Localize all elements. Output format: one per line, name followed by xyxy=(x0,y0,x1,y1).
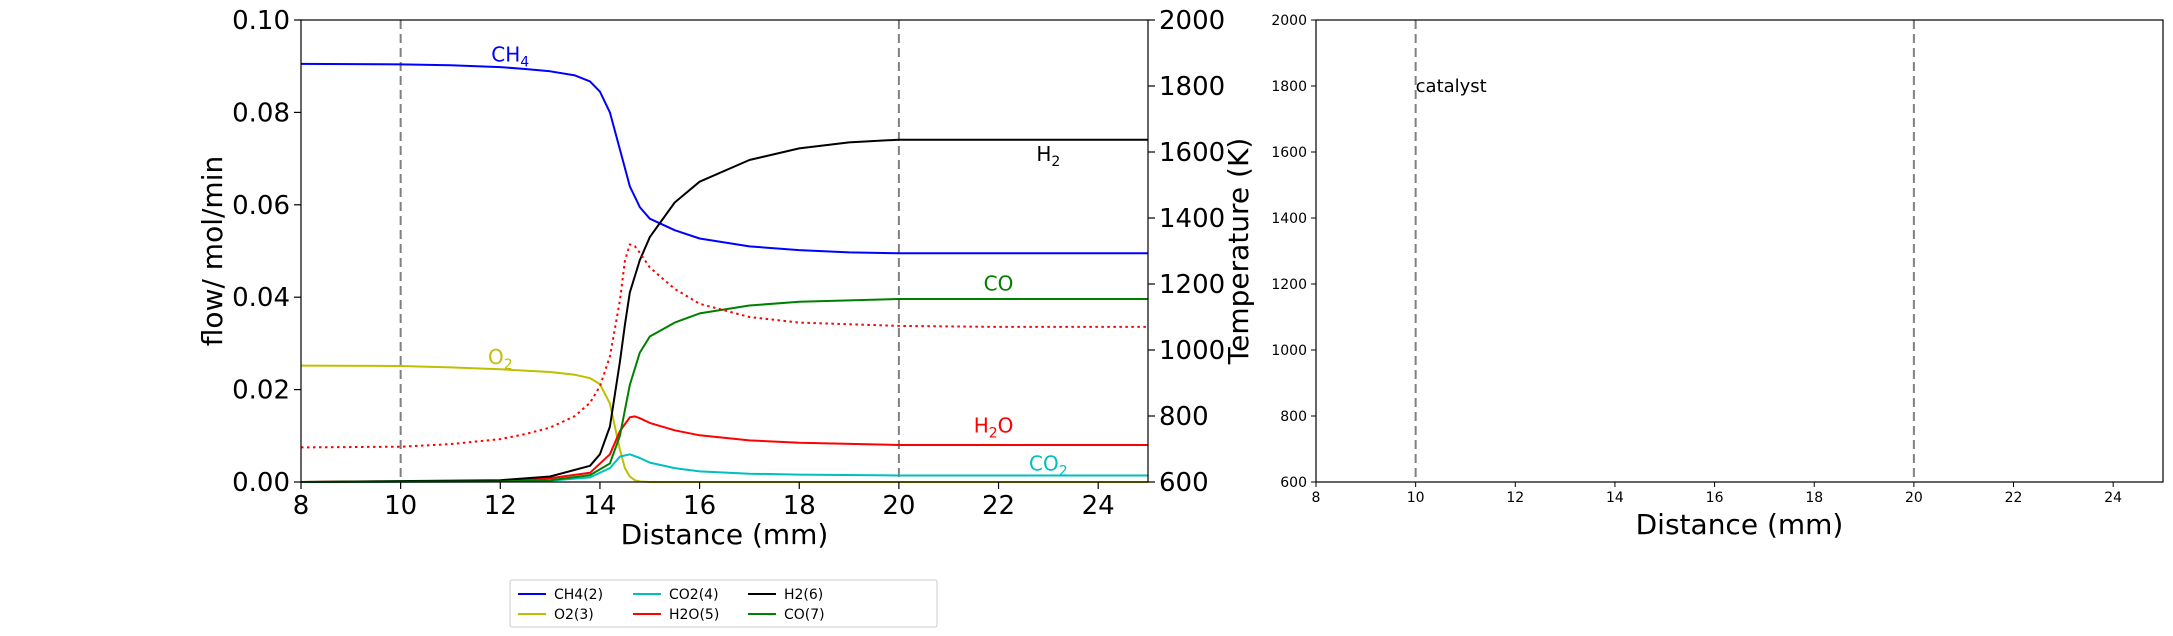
species-label: H2 xyxy=(1036,142,1060,170)
plot-frame xyxy=(1315,19,2164,483)
y-tick-label: 1000 xyxy=(1271,343,1307,359)
series-line-temperature xyxy=(300,243,1148,449)
y-tick-label: 800 xyxy=(1280,409,1307,425)
x-tick-label: 20 xyxy=(1905,490,1923,506)
legend-label: O2(3) xyxy=(554,607,594,623)
species-label: CO xyxy=(984,271,1014,295)
y-tick-label: 2000 xyxy=(1271,13,1307,29)
x-tick-label: 8 xyxy=(1312,490,1321,506)
y-tick-label: 600 xyxy=(1280,475,1307,491)
series-line-co xyxy=(300,298,1148,483)
y-tick-label: 1200 xyxy=(1271,277,1307,293)
species-label: CH4 xyxy=(491,43,529,71)
x-tick-label: 14 xyxy=(1606,490,1624,506)
x-axis-label: Distance (mm) xyxy=(621,518,829,551)
legend-label: H2(6) xyxy=(784,587,823,603)
y2-tick-label: 1000 xyxy=(1159,336,1225,366)
y2-tick-label: 1200 xyxy=(1159,270,1225,300)
x-tick-label: 20 xyxy=(882,491,915,521)
y2-tick-label: 2000 xyxy=(1159,6,1225,36)
y-tick-label: 1800 xyxy=(1271,79,1307,95)
x-tick-label: 16 xyxy=(683,491,716,521)
species-label: CO2 xyxy=(1029,451,1068,479)
y-tick-label: 0.08 xyxy=(232,98,290,128)
x-tick-label: 22 xyxy=(2005,490,2023,506)
species-label: O2 xyxy=(488,345,513,373)
y-tick-label: 0.10 xyxy=(232,6,290,36)
x-tick-label: 18 xyxy=(783,491,816,521)
y2-tick-label: 1600 xyxy=(1159,138,1225,168)
y2-axis-label: Temperature (K) xyxy=(1222,138,1255,365)
series-line-ch4 xyxy=(300,62,1148,255)
y2-tick-label: 1400 xyxy=(1159,204,1225,234)
series-line-o2 xyxy=(300,364,1148,483)
x-tick-label: 24 xyxy=(2104,490,2122,506)
y-tick-label: 0.00 xyxy=(232,468,290,498)
y2-tick-label: 800 xyxy=(1159,402,1209,432)
series-line-h2 xyxy=(300,138,1148,483)
x-tick-label: 12 xyxy=(484,491,517,521)
series-line-h2o xyxy=(300,415,1148,483)
species-label: H2O xyxy=(974,414,1014,442)
legend-label: CO(7) xyxy=(784,607,825,623)
x-tick-label: 22 xyxy=(982,491,1015,521)
x-tick-label: 12 xyxy=(1506,490,1524,506)
y2-tick-label: 1800 xyxy=(1159,72,1225,102)
x-tick-label: 10 xyxy=(1407,490,1425,506)
catalyst-annotation: catalyst xyxy=(1416,76,1487,97)
x-axis-label: Distance (mm) xyxy=(1636,508,1844,541)
x-tick-label: 24 xyxy=(1082,491,1115,521)
x-tick-label: 8 xyxy=(293,491,310,521)
y-tick-label: 1400 xyxy=(1271,211,1307,227)
x-tick-label: 10 xyxy=(384,491,417,521)
y-tick-label: 0.06 xyxy=(232,191,290,221)
y-axis-label: flow/ mol/min xyxy=(196,156,229,346)
species-flow-panel: 8 10 12 14 16 18 20 22 24 0.00 0.02 0.04 0.06 0.08 0.1… xyxy=(196,6,1255,551)
x-tick-label: 16 xyxy=(1706,490,1724,506)
temperature-panel: 8 10 12 14 16 18 20 22 24 600 800 1000 1200 1400 1600 1… xyxy=(1271,13,2164,541)
y-tick-label: 0.04 xyxy=(232,283,290,313)
series-line-co2 xyxy=(300,453,1148,483)
legend-label: CO2(4) xyxy=(669,587,719,603)
y2-tick-label: 600 xyxy=(1159,468,1209,498)
y-tick-label: 0.02 xyxy=(232,376,290,406)
plot-frame xyxy=(300,19,1149,483)
y-tick-label: 1600 xyxy=(1271,145,1307,161)
legend-label: H2O(5) xyxy=(669,607,719,623)
x-tick-label: 14 xyxy=(583,491,616,521)
x-tick-label: 18 xyxy=(1805,490,1823,506)
legend-label: CH4(2) xyxy=(554,587,603,603)
legend: CH4(2) O2(3) CO2(4) H2O(5) H2(6) CO(7) xyxy=(509,579,938,628)
